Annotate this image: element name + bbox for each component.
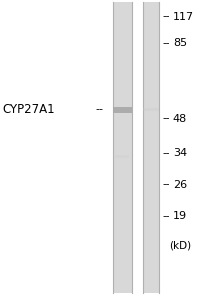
Text: --: -- bbox=[163, 179, 170, 190]
Text: 48: 48 bbox=[173, 113, 187, 124]
Text: CYP27A1: CYP27A1 bbox=[2, 103, 55, 116]
Bar bbox=[143, 2, 159, 292]
Text: --: -- bbox=[163, 211, 170, 221]
Text: --: -- bbox=[163, 11, 170, 22]
Text: --: -- bbox=[96, 104, 104, 115]
Bar bbox=[113, 106, 132, 112]
Text: 85: 85 bbox=[173, 38, 187, 49]
Text: --: -- bbox=[163, 38, 170, 49]
Bar bbox=[143, 108, 159, 111]
Text: --: -- bbox=[163, 148, 170, 158]
Text: (kD): (kD) bbox=[169, 240, 192, 250]
Bar bbox=[115, 154, 129, 158]
Bar bbox=[113, 2, 132, 292]
Text: 26: 26 bbox=[173, 179, 187, 190]
Text: --: -- bbox=[163, 113, 170, 124]
Text: 19: 19 bbox=[173, 211, 187, 221]
Text: 117: 117 bbox=[173, 11, 194, 22]
Text: 34: 34 bbox=[173, 148, 187, 158]
